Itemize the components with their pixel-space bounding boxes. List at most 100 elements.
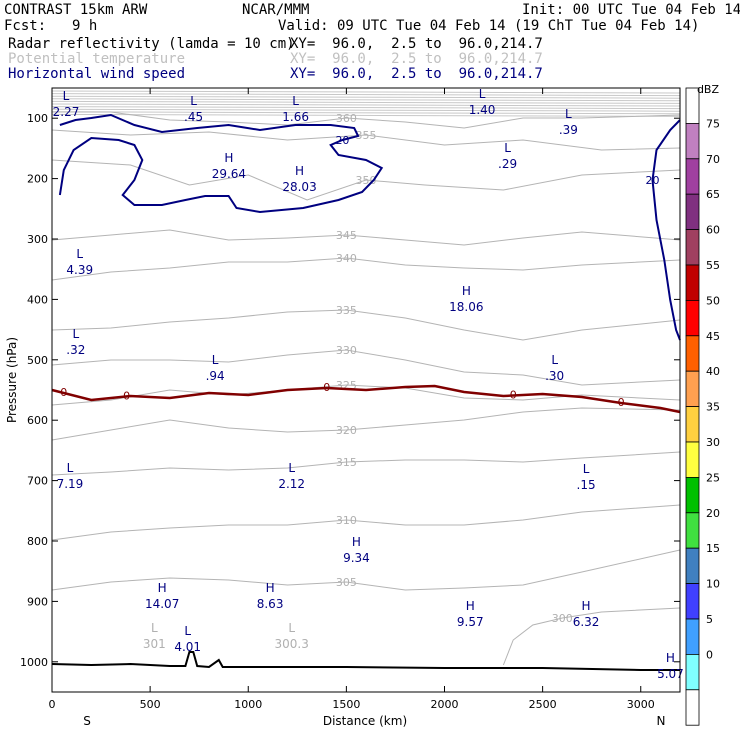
theta-contour-345: [51, 229, 681, 246]
x-tick-label: 500: [140, 698, 161, 711]
y-tick-label: 900: [27, 595, 48, 608]
colorbar-level-label: 0: [706, 648, 713, 661]
extremum-value: 9.57: [457, 615, 484, 629]
colorbar-swatch: [685, 654, 700, 691]
wind-contour-label: 20: [646, 174, 660, 187]
extremum-marker: L: [212, 353, 219, 367]
colorbar-level-label: 30: [706, 436, 720, 449]
x-axis-label: Distance (km): [323, 714, 407, 728]
theta-contour-dense: [51, 108, 681, 112]
field-xy-reflectivity: XY= 96.0, 2.5 to 96.0,214.7: [290, 36, 543, 52]
colorbar-swatch: [685, 583, 700, 620]
colorbar-swatch: [685, 512, 700, 549]
colorbar-swatch: [685, 193, 700, 230]
extremum-value: 29.64: [212, 167, 246, 181]
zero-contour-label: 0: [123, 389, 130, 402]
theta-label: 310: [336, 514, 357, 527]
extremum-value: 7.19: [57, 477, 84, 491]
colorbar-level-label: 5: [706, 613, 713, 626]
extremum-marker: H: [462, 284, 471, 298]
y-tick-label: 300: [27, 233, 48, 246]
theta-extremum-value: 300.3: [275, 637, 309, 651]
extremum-value: 4.01: [174, 640, 201, 654]
extremum-marker: L: [76, 247, 83, 261]
colorbar-level-label: 45: [706, 330, 720, 343]
y-tick-label: 400: [27, 293, 48, 306]
theta-contour-360: [52, 111, 681, 129]
theta-label: 335: [336, 304, 357, 317]
extremum-value: .45: [184, 110, 203, 124]
extremum-value: .32: [66, 343, 85, 357]
extremum-marker: L: [551, 353, 558, 367]
field-xy-wind: XY= 96.0, 2.5 to 96.0,214.7: [290, 66, 543, 82]
theta-contour-350: [51, 159, 681, 201]
theta-contour-dense: [51, 100, 681, 104]
valid-time: Valid: 09 UTC Tue 04 Feb 14 (19 ChT Tue …: [278, 18, 700, 34]
theta-label: 355: [356, 129, 377, 142]
y-tick-label: 500: [27, 354, 48, 367]
extremum-marker: H: [224, 151, 233, 165]
colorbar-swatch: [685, 547, 700, 585]
org-label: NCAR/MMM: [242, 2, 310, 18]
extremum-marker: L: [504, 141, 511, 155]
theta-contour-355: [51, 129, 681, 151]
field-xy-theta: XY= 96.0, 2.5 to 96.0,214.7: [290, 51, 543, 67]
theta-contour-305: [51, 549, 681, 591]
extremum-marker: L: [583, 462, 590, 476]
x-tick-label: 2000: [431, 698, 459, 711]
theta-label: 340: [336, 252, 357, 265]
extremum-marker: L: [190, 94, 197, 108]
colorbar-swatch: [685, 264, 700, 301]
theta-label: 305: [336, 576, 357, 589]
extremum-value: 14.07: [145, 597, 179, 611]
colorbar-level-label: 15: [706, 542, 720, 555]
extremum-value: 28.03: [282, 180, 316, 194]
extremum-value: .94: [206, 369, 225, 383]
extremum-marker: H: [266, 581, 275, 595]
colorbar-unit: dBZ: [697, 83, 720, 96]
colorbar-swatch: [685, 229, 700, 266]
extremum-value: 4.39: [66, 263, 93, 277]
theta-contour-dense: [51, 90, 681, 94]
fcst-label: Fcst:: [4, 18, 47, 34]
theta-contour-dense: [51, 113, 681, 117]
theta-label: 360: [336, 112, 357, 125]
zero-contour-label: 0: [60, 386, 67, 399]
fcst-value: 9 h: [72, 18, 98, 34]
colorbar-swatch: [685, 123, 700, 160]
wind-contour-label: 20: [335, 134, 349, 147]
colorbar-swatch: [685, 299, 700, 337]
theta-contour-dense: [51, 103, 681, 107]
theta-contour-330: [51, 349, 681, 386]
plot-frame: [51, 87, 681, 693]
extremum-marker: H: [352, 535, 361, 549]
x-tick-label: 0: [49, 698, 56, 711]
zero-contour: [51, 384, 681, 414]
extremum-marker: H: [466, 599, 475, 613]
field-name-wind: Horizontal wind speed: [8, 66, 186, 82]
theta-label: 300: [552, 612, 573, 625]
extremum-marker: L: [184, 624, 191, 638]
colorbar-swatch: [685, 689, 700, 726]
extremum-marker: H: [582, 599, 591, 613]
extremum-value: .29: [498, 157, 517, 171]
theta-contour-dense: [51, 95, 681, 99]
x-tick-label: 3000: [627, 698, 655, 711]
y-tick-label: 700: [27, 475, 48, 488]
extremum-value: 6.32: [573, 615, 600, 629]
extremum-value: 2.12: [278, 477, 305, 491]
y-tick-label: 600: [27, 414, 48, 427]
colorbar-level-label: 60: [706, 224, 720, 237]
model-title: CONTRAST 15km ARW: [4, 2, 148, 18]
x-end-label-north: N: [657, 714, 666, 728]
extremum-value: .30: [545, 369, 564, 383]
y-tick-label: 800: [27, 535, 48, 548]
theta-contour-340: [51, 257, 681, 281]
field-name-reflectivity: Radar reflectivity (lamda = 10 cm): [8, 36, 295, 52]
extremum-marker: L: [67, 461, 74, 475]
theta-contour-310: [51, 504, 681, 541]
x-tick-label: 2500: [529, 698, 557, 711]
extremum-marker: H: [158, 581, 167, 595]
